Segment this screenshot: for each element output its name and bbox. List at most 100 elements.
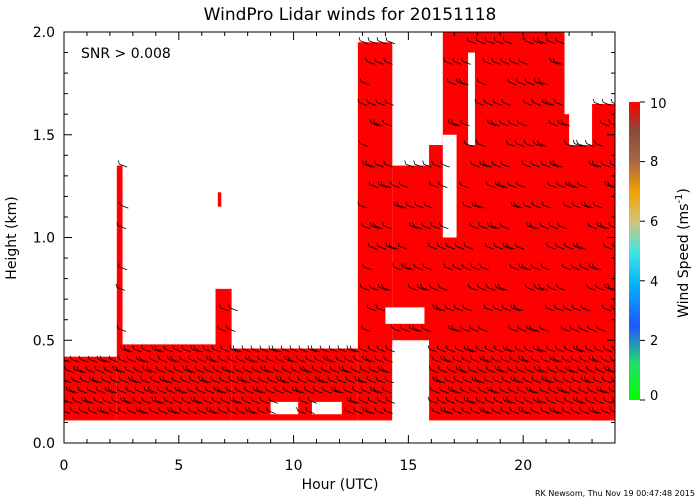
wind-barb-flag [120,396,122,401]
wind-barb-flag [94,365,97,370]
wind-barb-flag [432,376,435,380]
wind-barb [386,245,396,250]
wind-barb [359,400,369,404]
wind-barb-flag [377,365,380,370]
wind-barb [571,358,581,363]
wind-barb-flag [428,365,431,370]
wind-barb [80,410,89,415]
wind-barb-flag [314,355,316,360]
wind-barb-flag [108,407,111,411]
wind-barb-flag [116,324,119,329]
wind-barb-flag [358,396,361,401]
wind-barb [549,389,558,394]
wind-barb-flag [580,201,583,206]
wind-barb-flag [540,407,543,411]
wind-barb [227,328,236,332]
wind-barb-flag [115,365,118,370]
wind-barb [89,410,98,415]
wind-barb [133,348,142,353]
wind-barb-flag [149,407,151,411]
wind-barb-flag [554,396,557,401]
wind-barb [587,287,596,291]
colorbar-tick-label: 8 [650,155,658,170]
wind-barb-flag [180,376,183,380]
wind-barb-flag [369,119,372,124]
wind-barb [585,204,594,209]
wind-barb [290,348,300,353]
wind-barb [272,348,282,353]
wind-barb-flag [529,386,532,391]
wind-barb [313,369,322,373]
wind-barb-flag [376,242,379,247]
wind-barb [440,225,449,230]
wind-barb [586,348,595,353]
wind-barb-flag [502,242,505,247]
wind-barb [386,40,396,45]
wind-barb [251,400,261,404]
wind-barb-flag [307,345,310,350]
wind-barb [566,369,575,373]
wind-barb-flag [287,355,290,360]
wind-barb [376,102,385,106]
wind-barb [179,389,188,394]
wind-barb [338,348,348,353]
wind-barb [547,348,556,353]
wind-barb-flag [142,365,145,370]
wind-barb-flag [116,222,119,226]
wind-barb-flag [291,386,294,391]
wind-barb-flag [71,376,73,380]
wind-barb [492,60,501,65]
wind-barb [362,225,371,230]
wind-barb [478,369,487,373]
wind-barb-flag [549,57,552,62]
wind-barb [142,348,151,353]
wind-barb-flag [523,37,526,41]
wind-barb-flag [422,160,425,165]
wind-barb [464,400,474,404]
wind-barb-flag [159,376,161,380]
wind-barb-flag [476,365,479,370]
wind-barb-flag [86,386,89,391]
wind-barb [198,410,207,415]
wind-barb-flag [451,119,453,124]
wind-barb [472,379,481,384]
wind-barb [229,379,238,384]
wind-barb-flag [87,355,90,360]
wind-barb-flag [482,57,485,62]
wind-barb [81,379,90,384]
wind-barb [507,348,516,353]
wind-barb-flag [217,386,219,391]
wind-barb [366,410,375,415]
wind-barb-flag [505,396,508,401]
wind-barb [553,163,563,168]
wind-barb [517,184,526,188]
wind-barb [392,328,401,332]
wind-barb [462,358,471,363]
wind-barb-flag [233,365,236,370]
wind-barb-flag [571,304,574,309]
wind-barb [531,358,540,363]
wind-barb-flag [193,345,196,350]
wind-barb-flag [265,386,267,391]
wind-barb [101,410,110,415]
wind-barb-flag [416,283,419,288]
wind-barb [267,410,276,415]
wind-barb [600,225,610,230]
wind-barb-flag [583,376,586,380]
wind-barb-flag [427,242,430,247]
wind-barb [441,358,450,363]
wind-barb-flag [440,355,442,360]
wind-barb [483,410,492,415]
wind-barb [548,184,557,188]
credit-text: RK Newsom, Thu Nov 19 00:47:48 2015 [535,489,695,498]
wind-barb [330,369,340,373]
wind-barb [565,400,574,404]
wind-barb-flag [515,181,518,185]
wind-barb [493,307,503,312]
wind-barb-flag [541,98,544,103]
wind-barb-flag [445,242,448,247]
wind-barb [586,400,595,404]
wind-barb [204,369,214,373]
wind-barb [140,358,149,363]
wind-barb-flag [268,396,271,401]
